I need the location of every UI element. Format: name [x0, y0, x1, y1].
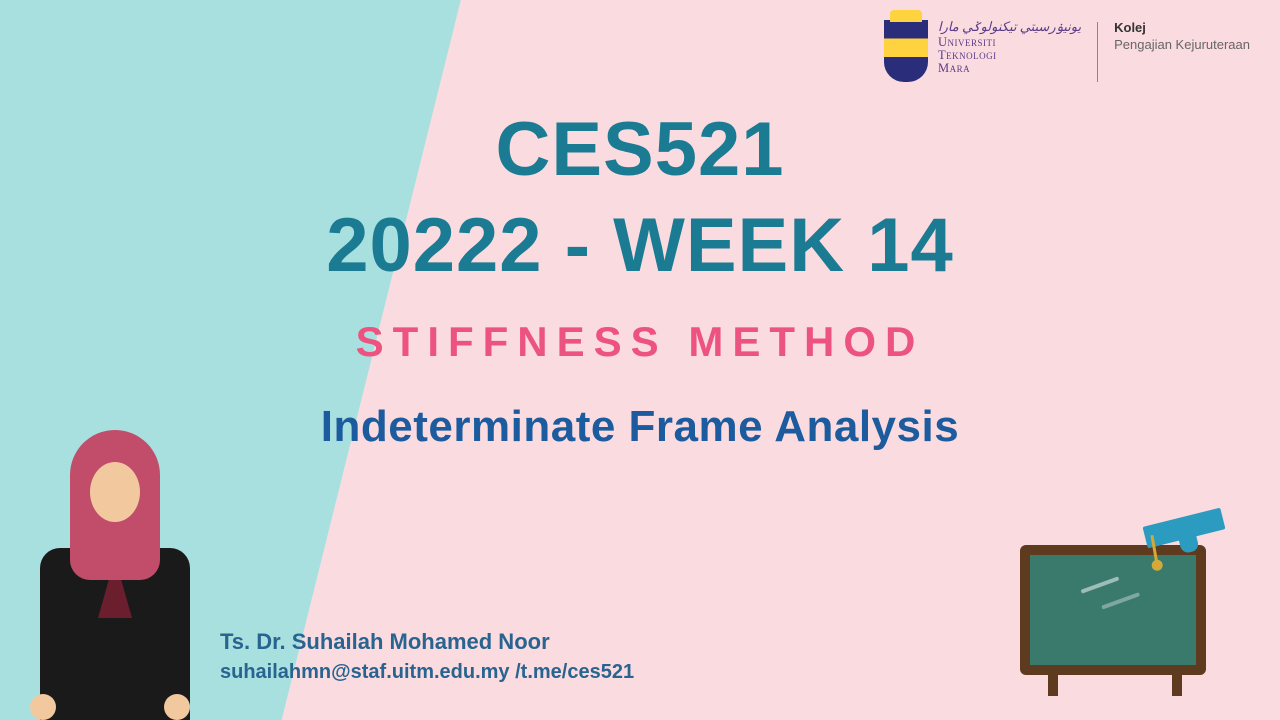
slide-content: يونيۏرسيتي تيكنولوݢي مارا Universiti Tek… [0, 0, 1280, 720]
faculty-block: Kolej Pengajian Kejuruteraan [1114, 20, 1250, 54]
instructor-figure [10, 430, 210, 720]
board-leg-left [1048, 672, 1058, 696]
title-block: CES521 20222 - WEEK 14 STIFFNESS METHOD … [0, 110, 1280, 452]
uitm-jawi-script: يونيۏرسيتي تيكنولوݢي مارا [938, 20, 1081, 34]
kolej-label: Kolej [1114, 20, 1250, 37]
uitm-line1: Universiti [938, 36, 1081, 49]
uitm-crest-icon [884, 20, 928, 82]
uitm-name-block: يونيۏرسيتي تيكنولوݢي مارا Universiti Tek… [938, 20, 1081, 75]
hand-left-shape [30, 694, 56, 720]
session-week: 20222 - WEEK 14 [0, 206, 1280, 286]
chalkboard-illustration [1010, 521, 1220, 696]
face-shape [90, 462, 140, 522]
logo-divider [1097, 22, 1098, 82]
uitm-line3: Mara [938, 62, 1081, 75]
instructor-credits: Ts. Dr. Suhailah Mohamed Noor suhailahmn… [220, 629, 634, 684]
method-title: STIFFNESS METHOD [0, 318, 1280, 366]
faculty-label: Pengajian Kejuruteraan [1114, 37, 1250, 54]
chalkboard-icon [1020, 545, 1206, 675]
university-logo-block: يونيۏرسيتي تيكنولوݢي مارا Universiti Tek… [884, 20, 1250, 82]
instructor-name: Ts. Dr. Suhailah Mohamed Noor [220, 629, 634, 655]
instructor-contact: suhailahmn@staf.uitm.edu.my /t.me/ces521 [220, 661, 634, 684]
graduation-cap-icon [1143, 508, 1226, 549]
board-leg-right [1172, 672, 1182, 696]
hand-right-shape [164, 694, 190, 720]
course-code: CES521 [0, 110, 1280, 190]
uitm-line2: Teknologi [938, 49, 1081, 62]
